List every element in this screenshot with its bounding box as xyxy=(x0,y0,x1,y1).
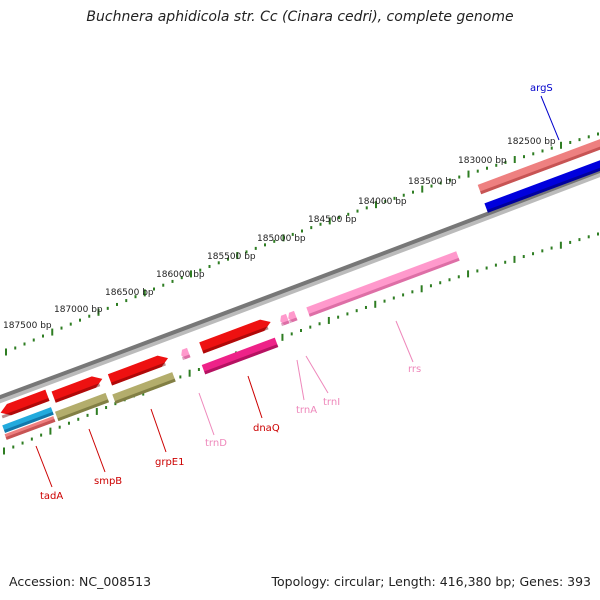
feature-tadA-body xyxy=(0,389,50,416)
gene-label-tadA: tadA xyxy=(40,491,63,502)
feature-smpB-shade xyxy=(54,383,101,403)
feature-trnD-body xyxy=(181,347,191,360)
feature-trnD xyxy=(181,347,191,361)
topology-summary: Topology: circular; Length: 416,380 bp; … xyxy=(271,574,592,589)
scale-label: 184000 bp xyxy=(358,197,407,207)
feature-trnA-body xyxy=(280,313,290,326)
scale-label: 187000 bp xyxy=(54,305,103,315)
feature-smpB xyxy=(51,376,103,403)
feature-dnaQ xyxy=(199,319,271,354)
feature-trnI-shade xyxy=(288,317,298,324)
feature-tadA-cog2-shade xyxy=(5,418,56,440)
feature-trnI-body xyxy=(288,310,298,323)
feature-smpB-cog-shade xyxy=(57,399,110,422)
leader-dnaQ xyxy=(247,375,263,419)
feature-grpE1-cog xyxy=(112,372,176,404)
genome-backbone xyxy=(0,168,600,400)
feature-rrs-shade xyxy=(308,257,460,317)
gene-label-rrs: rrs xyxy=(408,364,421,375)
scale-label: 183000 bp xyxy=(458,156,507,166)
tick-marks xyxy=(3,132,599,455)
feature-trnA-shade xyxy=(280,320,290,327)
feature-argS-body xyxy=(484,157,600,213)
figure-title: Buchnera aphidicola str. Cc (Cinara cedr… xyxy=(86,9,514,25)
scale-labels: 182500 bp 183000 bp 183500 bp 184000 bp … xyxy=(3,137,556,331)
leader-trnI xyxy=(305,355,329,394)
backbone-shadow xyxy=(0,170,600,404)
gene-label-smpB: smpB xyxy=(94,476,122,487)
leader-grpE1 xyxy=(150,408,167,453)
scale-label: 182500 bp xyxy=(507,137,556,147)
scale-label: 187500 bp xyxy=(3,321,52,331)
gene-label-argS: argS xyxy=(530,83,553,94)
scale-label: 185000 bp xyxy=(257,234,306,244)
label-leaders xyxy=(35,95,560,488)
scale-label: 186000 bp xyxy=(156,270,205,280)
gene-label-dnaQ: dnaQ xyxy=(253,423,280,434)
feature-rrs xyxy=(306,251,460,317)
feature-grpE1-shade xyxy=(111,362,166,386)
leader-trnA xyxy=(296,359,305,401)
leader-tadA xyxy=(35,445,53,488)
feature-tadA-cog-body xyxy=(2,407,54,433)
feature-tadA-cog2-body xyxy=(4,416,56,440)
feature-dnaQ-cog xyxy=(201,337,279,375)
feature-trnI xyxy=(288,310,298,324)
feature-tadA-cog xyxy=(2,407,54,433)
feature-dnaQ-body xyxy=(199,319,271,354)
leader-smpB xyxy=(88,428,106,473)
feature-trnA xyxy=(280,313,290,327)
feature-smpB-cog-body xyxy=(54,392,110,422)
scale-label: 185500 bp xyxy=(207,252,256,262)
accession-text: Accession: NC_008513 xyxy=(9,574,152,589)
feature-grpE1 xyxy=(107,355,169,386)
feature-dnaQ-shade xyxy=(202,326,269,354)
feature-tadA-shade xyxy=(1,398,50,419)
feature-argS-cog-shade xyxy=(480,142,600,195)
gene-label-trnA: trnA xyxy=(296,405,317,416)
leader-argS xyxy=(540,95,560,141)
feature-grpE1-body xyxy=(107,355,169,386)
gene-label-trnI: trnI xyxy=(323,397,340,408)
feature-tadA-cog2 xyxy=(4,416,56,440)
feature-argS-cog xyxy=(477,135,600,195)
feature-tadA xyxy=(0,389,50,419)
feature-rrs-body xyxy=(306,251,460,317)
leader-rrs xyxy=(395,320,414,363)
gene-label-trnD: trnD xyxy=(205,438,227,449)
feature-smpB-body xyxy=(51,376,103,403)
leader-trnD xyxy=(198,392,215,436)
gene-label-grpE1: grpE1 xyxy=(155,457,185,468)
feature-dnaQ-cog-body xyxy=(201,337,279,375)
feature-argS xyxy=(484,157,600,213)
feature-tadA-cog-shade xyxy=(3,411,54,433)
feature-argS-shade xyxy=(486,163,600,213)
scale-label: 183500 bp xyxy=(408,177,457,187)
gene-labels: argS tadA smpB grpE1 trnD dnaQ trnA trnI… xyxy=(40,83,553,502)
scale-label: 186500 bp xyxy=(105,288,154,298)
scale-label: 184500 bp xyxy=(308,215,357,225)
feature-smpB-cog xyxy=(54,392,110,422)
feature-grpE1-cog-body xyxy=(112,372,176,404)
feature-argS-cog-body xyxy=(477,135,600,195)
feature-trnD-shade xyxy=(181,354,191,361)
feature-dnaQ-cog-shade xyxy=(204,344,279,375)
gene-features xyxy=(0,135,600,440)
feature-grpE1-cog-shade xyxy=(114,378,176,404)
